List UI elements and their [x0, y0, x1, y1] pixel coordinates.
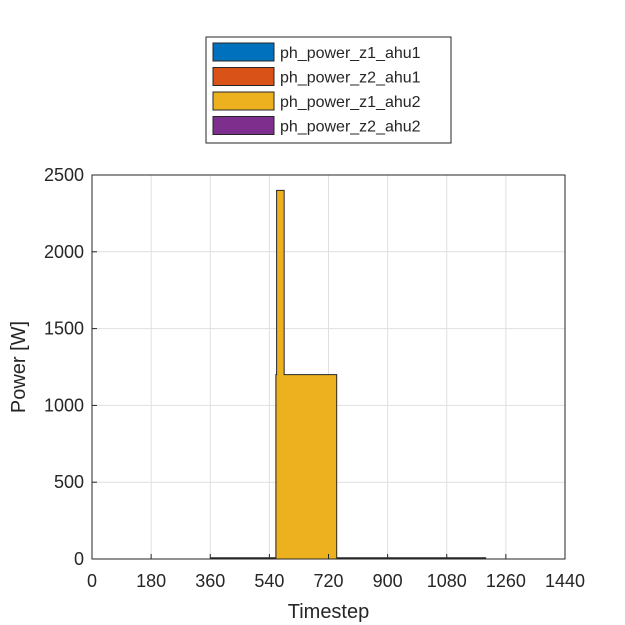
y-tick-label-1: 500 [54, 472, 84, 492]
legend-swatch-3 [212, 116, 275, 135]
legend-swatch-0 [212, 42, 275, 62]
x-tick-label-3: 540 [254, 571, 284, 591]
legend-swatch-2 [212, 91, 275, 111]
y-tick-label-4: 2000 [44, 242, 84, 262]
y-tick-labels: 0 500 1000 1500 2000 2500 [44, 165, 97, 569]
legend-label-1: ph_power_z2_ahu1 [280, 70, 421, 87]
x-tick-label-1: 180 [136, 571, 166, 591]
y-tick-label-3: 1500 [44, 319, 84, 339]
x-tick-label-4: 720 [313, 571, 343, 591]
legend-swatch-1 [212, 67, 275, 86]
x-tick-label-8: 1440 [545, 571, 585, 591]
y-tick-label-5: 2500 [44, 165, 84, 185]
legend-label-2: ph_power_z1_ahu2 [280, 94, 421, 111]
x-tick-label-7: 1260 [486, 571, 526, 591]
legend: ph_power_z1_ahu1 ph_power_z2_ahu1 ph_power… [205, 36, 452, 144]
x-tick-label-2: 360 [195, 571, 225, 591]
legend-label-3: ph_power_z2_ahu2 [280, 119, 421, 136]
y-tick-label-0: 0 [74, 549, 84, 569]
x-tick-label-5: 900 [373, 571, 403, 591]
legend-label-0: ph_power_z1_ahu1 [280, 45, 421, 62]
x-tick-label-6: 1080 [427, 571, 467, 591]
axes: 0 180 360 540 720 900 1080 1260 1440 0 500 1000 150… [8, 165, 585, 623]
x-tick-label-0: 0 [87, 571, 97, 591]
y-tick-label-2: 1000 [44, 395, 84, 415]
x-axis-label: Timestep [288, 601, 370, 623]
x-tick-labels: 0 180 360 540 720 900 1080 1260 1440 [87, 554, 585, 591]
y-axis-label: Power [W] [8, 321, 30, 413]
